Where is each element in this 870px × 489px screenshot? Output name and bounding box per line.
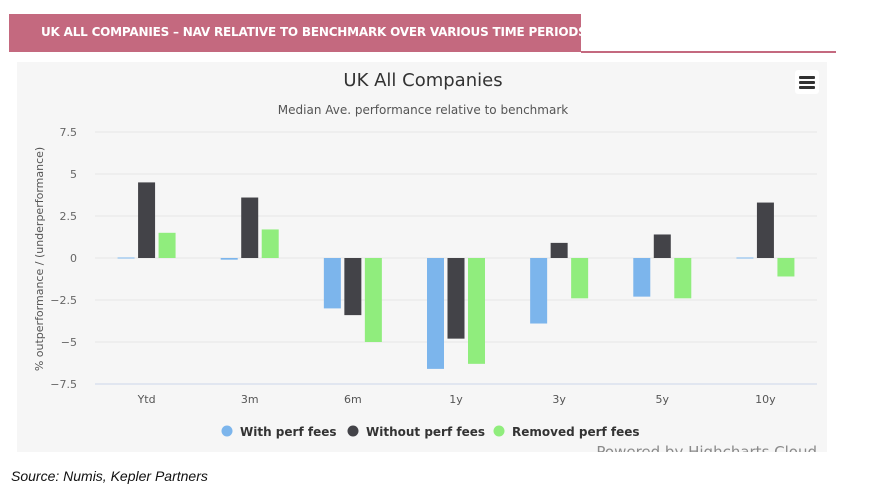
bars xyxy=(117,182,795,369)
chart-subtitle: Median Ave. performance relative to benc… xyxy=(278,103,568,117)
chart-container: 7.5 5 2.5 0 −2.5 −5 −7.5 Ytd 3m 6m 1y 3y 5y 10y With… xyxy=(17,62,827,452)
bar-3m-series-1[interactable] xyxy=(220,258,238,260)
header-band xyxy=(9,14,581,52)
x-axis-ticks: Ytd 3m 6m 1y 3y 5y 10y xyxy=(137,393,777,406)
x-tick-label: 5y xyxy=(656,393,670,406)
y-tick-label: 5 xyxy=(70,168,77,181)
y-tick-label: 7.5 xyxy=(60,126,78,139)
bar-10y-series-2[interactable] xyxy=(756,202,774,258)
bar-6m-series-3[interactable] xyxy=(364,258,382,342)
legend-marker xyxy=(493,425,505,437)
bar-6m-series-2[interactable] xyxy=(344,258,362,316)
hamburger-menu-icon xyxy=(799,76,815,79)
bar-3y-series-3[interactable] xyxy=(571,258,589,299)
bar-1y-series-3[interactable] xyxy=(468,258,485,364)
chart-menu-button[interactable] xyxy=(795,70,819,94)
bar-3y-series-1[interactable] xyxy=(530,258,548,324)
hamburger-menu-icon xyxy=(799,86,815,89)
header-rule xyxy=(581,51,836,53)
x-tick-label: 1y xyxy=(449,393,463,406)
y-axis-ticks: 7.5 5 2.5 0 −2.5 −5 −7.5 xyxy=(50,126,77,391)
legend-item[interactable]: Without perf fees xyxy=(347,425,486,439)
legend-item[interactable]: Removed perf fees xyxy=(493,425,640,439)
legend: With perf fees Without perf fees Removed p… xyxy=(221,425,640,439)
y-tick-label: −2.5 xyxy=(50,294,77,307)
legend-marker xyxy=(347,425,359,437)
bar-ytd-series-2[interactable] xyxy=(138,182,156,258)
chart-title: UK All Companies xyxy=(343,70,502,91)
legend-label: With perf fees xyxy=(240,425,337,439)
bar-10y-series-3[interactable] xyxy=(777,258,795,277)
bar-5y-series-1[interactable] xyxy=(633,258,651,297)
x-tick-label: 3y xyxy=(552,393,566,406)
bar-3y-series-2[interactable] xyxy=(550,242,568,258)
bar-chart: 7.5 5 2.5 0 −2.5 −5 −7.5 Ytd 3m 6m 1y 3y 5y 10y With… xyxy=(33,70,817,452)
legend-marker xyxy=(221,425,233,437)
legend-label: Removed perf fees xyxy=(512,425,640,439)
bar-3m-series-3[interactable] xyxy=(261,229,279,258)
hamburger-menu-icon xyxy=(799,81,815,84)
bar-ytd-series-3[interactable] xyxy=(158,232,176,258)
x-tick-label: 3m xyxy=(241,393,259,406)
y-tick-label: −7.5 xyxy=(50,378,77,391)
credits-text[interactable]: Powered by Highcharts Cloud xyxy=(596,443,817,452)
legend-label: Without perf fees xyxy=(366,425,485,439)
bar-1y-series-2[interactable] xyxy=(447,258,465,339)
x-tick-label: 10y xyxy=(755,393,776,406)
bar-5y-series-3[interactable] xyxy=(674,258,692,299)
page-title: UK ALL COMPANIES – NAV RELATIVE TO BENCH… xyxy=(41,25,587,39)
x-tick-label: Ytd xyxy=(137,393,156,406)
legend-item[interactable]: With perf fees xyxy=(221,425,337,439)
x-tick-label: 6m xyxy=(344,393,362,406)
bar-6m-series-1[interactable] xyxy=(323,258,341,309)
y-axis-title: % outperformance / (underperformance) xyxy=(33,147,46,371)
y-tick-label: 0 xyxy=(70,252,77,265)
bar-3m-series-2[interactable] xyxy=(241,197,259,258)
bar-1y-series-1[interactable] xyxy=(427,258,444,369)
bar-5y-series-2[interactable] xyxy=(653,234,671,258)
source-note: Source: Numis, Kepler Partners xyxy=(11,468,208,484)
bar-10y-series-1[interactable] xyxy=(736,257,754,259)
y-tick-label: 2.5 xyxy=(60,210,78,223)
bar-ytd-series-1[interactable] xyxy=(117,257,135,259)
gridlines xyxy=(95,131,817,385)
y-tick-label: −5 xyxy=(61,336,77,349)
